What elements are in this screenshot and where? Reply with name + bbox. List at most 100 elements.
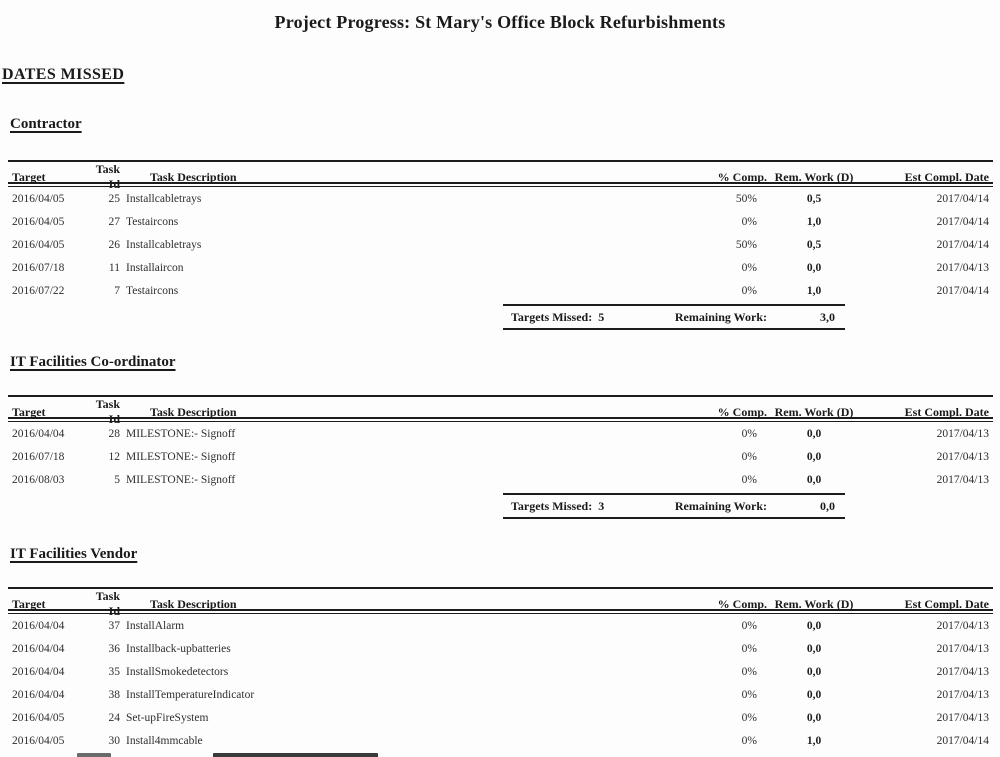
clipped-row [8,753,1000,757]
table-header: Target Task Id Task Description % Comp. … [8,397,993,426]
cell-est-compl-date: 2017/04/13 [936,450,989,463]
col-header-rem-work: Rem. Work (D) [774,169,854,184]
col-header-est-compl-date: Est Compl. Date [904,404,989,419]
table-row: 2016/07/22 7 Testaircons 0% 1,0 2017/04/… [8,279,993,302]
cell-est-compl-date: 2017/04/13 [936,619,989,632]
remaining-work-label: Remaining Work: [674,310,767,324]
col-header-target: Target [12,596,46,611]
cell-est-compl-date: 2017/04/13 [936,261,989,274]
table-row: 2016/04/05 25 Installcabletrays 50% 0,5 … [8,187,993,210]
remaining-work-value: 3,0 [820,310,835,324]
cell-pct-comp: 0% [741,711,757,724]
cell-task-id: 24 [108,711,121,724]
cell-task-description: MILESTONE:- Signoff [126,473,236,486]
cell-task-description: Testaircons [126,215,179,228]
table-row: 2016/08/03 5 MILESTONE:- Signoff 0% 0,0 … [8,468,993,491]
table-it-facilities-coordinator: Target Task Id Task Description % Comp. … [8,395,993,491]
cell-target-date: 2016/04/05 [12,238,65,251]
cell-target-date: 2016/08/03 [12,473,65,486]
cell-task-description: InstallTemperatureIndicator [126,688,255,701]
cell-target-date: 2016/04/04 [12,619,65,632]
table-row: 2016/04/05 26 Installcabletrays 50% 0,5 … [8,233,993,256]
targets-missed-value: 3 [598,499,605,513]
cell-est-compl-date: 2017/04/13 [936,711,989,724]
cell-task-description: Installcabletrays [126,238,202,251]
cell-task-description: Set-upFireSystem [126,711,209,724]
col-header-task-id: Task Id [95,162,120,191]
cell-task-id: 37 [108,619,121,632]
targets-missed-value: 5 [598,310,605,324]
cell-pct-comp: 0% [741,215,757,228]
table-contractor: Target Task Id Task Description % Comp. … [8,160,993,302]
cell-est-compl-date: 2017/04/14 [936,215,989,228]
col-header-task-description: Task Description [150,596,237,611]
cell-task-description: Installcabletrays [126,192,202,205]
header-divider [8,417,993,422]
cell-task-id: 26 [108,238,121,251]
cell-pct-comp: 0% [741,284,757,297]
report-heading-dates-missed: DATES MISSED [2,66,125,83]
header-divider [8,609,993,614]
cell-task-description: Testaircons [126,284,179,297]
cell-target-date: 2016/04/05 [12,192,65,205]
cell-est-compl-date: 2017/04/13 [936,665,989,678]
cell-target-date: 2016/04/05 [12,215,65,228]
targets-missed-label: Targets Missed: [511,499,593,513]
targets-missed-label: Targets Missed: [511,310,593,324]
cell-task-id: 35 [108,665,121,678]
cell-task-id: 12 [108,450,121,463]
cell-rem-work: 1,0 [806,284,822,297]
cell-rem-work: 0,0 [806,427,822,440]
summary-bar-it-facilities-coordinator: Targets Missed: 3 Remaining Work: 0,0 [503,493,845,519]
table-it-facilities-vendor: Target Task Id Task Description % Comp. … [8,587,993,752]
section-heading-contractor: Contractor [10,116,82,132]
cell-task-description: InstallAlarm [126,619,185,632]
table-row: 2016/07/18 11 Installaircon 0% 0,0 2017/… [8,256,993,279]
cell-rem-work: 0,0 [806,473,822,486]
cell-task-description: MILESTONE:- Signoff [126,450,236,463]
cell-task-description: Installback-upbatteries [126,642,231,655]
table-row: 2016/04/04 35 InstallSmokedetectors 0% 0… [8,660,993,683]
cell-est-compl-date: 2017/04/13 [936,473,989,486]
cell-rem-work: 0,0 [806,711,822,724]
col-header-target: Target [12,169,46,184]
cell-target-date: 2016/04/04 [12,642,65,655]
col-header-task-id: Task Id [95,397,120,426]
cell-rem-work: 0,0 [806,450,822,463]
cell-task-id: 25 [108,192,121,205]
cell-target-date: 2016/07/22 [12,284,65,297]
cell-target-date: 2016/04/04 [12,665,65,678]
cell-target-date: 2016/04/05 [12,734,65,747]
page-title: Project Progress: St Mary's Office Block… [274,12,726,32]
cell-pct-comp: 50% [735,192,757,205]
cell-est-compl-date: 2017/04/14 [936,238,989,251]
table-row: 2016/04/04 38 InstallTemperatureIndicato… [8,683,993,706]
header-divider [8,182,993,187]
cell-rem-work: 1,0 [806,734,822,747]
cell-est-compl-date: 2017/04/13 [936,427,989,440]
col-header-task-description: Task Description [150,404,237,419]
summary-bar-contractor: Targets Missed: 5 Remaining Work: 3,0 [503,304,845,330]
table-row: 2016/04/04 37 InstallAlarm 0% 0,0 2017/0… [8,614,993,637]
table-row: 2016/04/04 36 Installback-upbatteries 0%… [8,637,993,660]
section-heading-it-facilities-vendor: IT Facilities Vendor [10,546,138,562]
table-row: 2016/07/18 12 MILESTONE:- Signoff 0% 0,0… [8,445,993,468]
cell-rem-work: 0,0 [806,619,822,632]
cell-target-date: 2016/07/18 [12,450,65,463]
cell-rem-work: 1,0 [806,215,822,228]
cell-rem-work: 0,5 [806,192,822,205]
cell-task-id: 36 [108,642,121,655]
cell-target-date: 2016/04/04 [12,688,65,701]
remaining-work-label: Remaining Work: [674,499,767,513]
table-body: 2016/04/04 37 InstallAlarm 0% 0,0 2017/0… [8,614,993,752]
cell-task-id: 38 [108,688,121,701]
cell-pct-comp: 0% [741,619,757,632]
cell-rem-work: 0,5 [806,238,822,251]
clipped-text-fragment [77,753,111,757]
cell-est-compl-date: 2017/04/14 [936,192,989,205]
cell-pct-comp: 50% [735,238,757,251]
cell-rem-work: 0,0 [806,665,822,678]
cell-pct-comp: 0% [741,665,757,678]
cell-rem-work: 0,0 [806,642,822,655]
cell-rem-work: 0,0 [806,261,822,274]
